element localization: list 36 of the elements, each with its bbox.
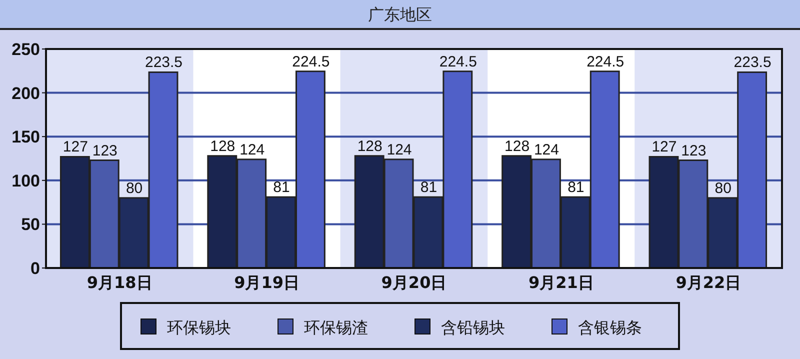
data-label: 223.5 [144,54,183,72]
data-label: 124 [386,141,412,158]
data-label: 128 [504,138,530,155]
data-label: 81 [568,179,584,196]
y-tick-label: 250 [12,40,40,59]
x-tick-label: 9月21日 [528,273,594,292]
data-label: 124 [534,141,559,158]
data-label: 81 [273,179,290,196]
data-label: 224.5 [586,53,624,70]
chart-title: 广东地区 [368,5,432,24]
data-label: 124 [240,141,265,158]
y-tick-label: 150 [12,128,40,147]
data-label: 128 [210,138,236,155]
y-tick-label: 200 [12,84,40,103]
y-tick-label: 0 [30,259,40,278]
y-tick-label: 50 [21,215,40,234]
data-label: 80 [714,180,732,197]
legend-label: 含银锡条 [578,318,642,337]
data-label: 128 [357,138,382,155]
x-tick-label: 9月22日 [676,273,742,292]
legend-label: 环保锡块 [167,318,231,337]
data-label: 81 [420,179,438,196]
x-tick-label: 9月18日 [86,273,152,292]
legend-label: 含铅锡块 [441,318,505,337]
legend-label: 环保锡渣 [304,318,368,337]
data-label: 127 [62,138,88,156]
data-label: 223.5 [734,54,772,72]
y-tick-label: 100 [12,171,40,190]
data-label: 80 [126,180,143,197]
data-label: 224.5 [292,53,330,70]
data-label: 127 [652,138,677,156]
x-tick-label: 9月20日 [381,273,447,292]
data-label: 123 [92,142,118,160]
data-label: 123 [681,142,706,160]
x-tick-label: 9月19日 [234,273,300,292]
data-label: 224.5 [439,53,477,70]
